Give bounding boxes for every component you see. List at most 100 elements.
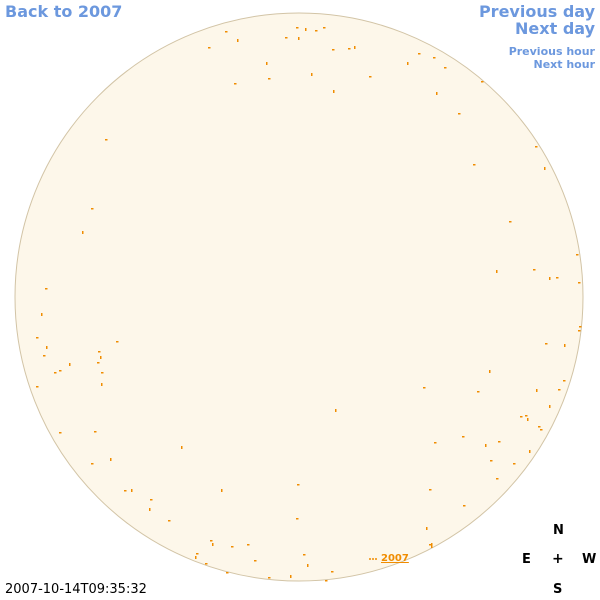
sky-mark[interactable] xyxy=(527,418,529,421)
sky-mark[interactable] xyxy=(533,269,536,271)
sky-mark[interactable] xyxy=(525,415,528,417)
sky-mark[interactable] xyxy=(101,383,103,386)
sky-mark[interactable] xyxy=(296,27,299,29)
sky-mark[interactable] xyxy=(429,544,432,546)
sky-mark[interactable] xyxy=(195,556,197,559)
sky-mark[interactable] xyxy=(296,518,299,520)
sky-mark[interactable] xyxy=(237,39,239,42)
sky-mark[interactable] xyxy=(576,254,579,256)
sky-mark[interactable] xyxy=(45,288,48,290)
sky-mark[interactable] xyxy=(481,81,484,83)
sky-mark[interactable] xyxy=(36,337,39,339)
sky-mark[interactable] xyxy=(226,572,229,574)
sky-mark[interactable] xyxy=(297,484,300,486)
sky-mark[interactable] xyxy=(305,28,307,31)
sky-mark[interactable] xyxy=(458,113,461,115)
sky-mark[interactable] xyxy=(69,363,71,366)
sky-mark[interactable] xyxy=(196,553,199,555)
sky-mark[interactable] xyxy=(431,545,433,548)
sky-mark[interactable] xyxy=(54,372,57,374)
sky-mark[interactable] xyxy=(489,370,491,373)
year-marker-label[interactable]: 2007 xyxy=(381,553,409,564)
sky-mark[interactable] xyxy=(462,436,465,438)
sky-mark[interactable] xyxy=(268,78,271,80)
sky-mark[interactable] xyxy=(41,313,43,316)
previous-day-link[interactable]: Previous day xyxy=(478,2,595,21)
sky-mark[interactable] xyxy=(131,489,133,492)
sky-mark[interactable] xyxy=(578,282,581,284)
sky-mark[interactable] xyxy=(212,543,214,546)
sky-mark[interactable] xyxy=(100,356,102,359)
sky-mark[interactable] xyxy=(116,341,119,343)
sky-mark[interactable] xyxy=(520,416,523,418)
sky-mark[interactable] xyxy=(82,231,84,234)
sky-mark[interactable] xyxy=(540,429,543,431)
sky-mark[interactable] xyxy=(536,389,538,392)
sky-mark[interactable] xyxy=(529,450,531,453)
sky-mark[interactable] xyxy=(101,372,104,374)
sky-mark[interactable] xyxy=(181,446,183,449)
sky-mark[interactable] xyxy=(303,554,306,556)
next-hour-link[interactable]: Next hour xyxy=(533,58,596,71)
sky-mark[interactable] xyxy=(563,380,566,382)
sky-mark[interactable] xyxy=(247,544,250,546)
sky-mark[interactable] xyxy=(538,426,541,428)
sky-mark[interactable] xyxy=(149,508,151,511)
sky-mark[interactable] xyxy=(434,442,437,444)
sky-mark[interactable] xyxy=(150,499,153,501)
sky-mark[interactable] xyxy=(91,208,94,210)
sky-mark[interactable] xyxy=(535,146,538,148)
sky-mark[interactable] xyxy=(485,444,487,447)
sky-mark[interactable] xyxy=(436,92,438,95)
sky-mark[interactable] xyxy=(59,370,62,372)
sky-mark[interactable] xyxy=(323,27,326,29)
sky-mark[interactable] xyxy=(490,460,493,462)
sky-mark[interactable] xyxy=(579,326,582,328)
sky-mark[interactable] xyxy=(433,57,436,59)
sky-mark[interactable] xyxy=(168,520,171,522)
sky-mark[interactable] xyxy=(298,37,300,40)
sky-mark[interactable] xyxy=(254,560,257,562)
sky-mark[interactable] xyxy=(335,409,337,412)
sky-mark[interactable] xyxy=(564,344,566,347)
sky-mark[interactable] xyxy=(513,463,516,465)
sky-mark[interactable] xyxy=(496,270,498,273)
next-day-link[interactable]: Next day xyxy=(515,19,595,38)
sky-mark[interactable] xyxy=(544,167,546,170)
sky-mark[interactable] xyxy=(429,489,432,491)
sky-mark[interactable] xyxy=(558,389,561,391)
sky-mark[interactable] xyxy=(234,83,237,85)
sky-mark[interactable] xyxy=(423,387,426,389)
sky-mark[interactable] xyxy=(231,546,234,548)
sky-mark[interactable] xyxy=(549,405,551,408)
sky-mark[interactable] xyxy=(59,432,62,434)
sky-mark[interactable] xyxy=(463,505,466,507)
sky-mark[interactable] xyxy=(46,346,48,349)
sky-mark[interactable] xyxy=(311,73,313,76)
sky-mark[interactable] xyxy=(208,47,211,49)
sky-mark[interactable] xyxy=(369,76,372,78)
sky-mark[interactable] xyxy=(315,30,318,32)
sky-mark[interactable] xyxy=(578,330,581,332)
sky-mark[interactable] xyxy=(124,490,127,492)
sky-mark[interactable] xyxy=(545,343,548,345)
sky-mark[interactable] xyxy=(418,53,421,55)
sky-mark[interactable] xyxy=(331,571,334,573)
sky-mark[interactable] xyxy=(43,355,46,357)
sky-mark[interactable] xyxy=(496,478,499,480)
sky-mark[interactable] xyxy=(348,48,351,50)
sky-mark[interactable] xyxy=(210,540,213,542)
sky-mark[interactable] xyxy=(354,46,356,49)
sky-mark[interactable] xyxy=(556,277,559,279)
sky-mark[interactable] xyxy=(225,31,228,33)
sky-mark[interactable] xyxy=(285,37,288,39)
back-to-year-link[interactable]: Back to 2007 xyxy=(5,2,123,21)
sky-mark[interactable] xyxy=(290,575,292,578)
sky-mark[interactable] xyxy=(205,563,208,565)
sky-mark[interactable] xyxy=(426,527,428,530)
sky-mark[interactable] xyxy=(91,463,94,465)
sky-mark[interactable] xyxy=(97,362,100,364)
sky-mark[interactable] xyxy=(268,577,271,579)
sky-mark[interactable] xyxy=(407,62,409,65)
sky-mark[interactable] xyxy=(473,164,476,166)
